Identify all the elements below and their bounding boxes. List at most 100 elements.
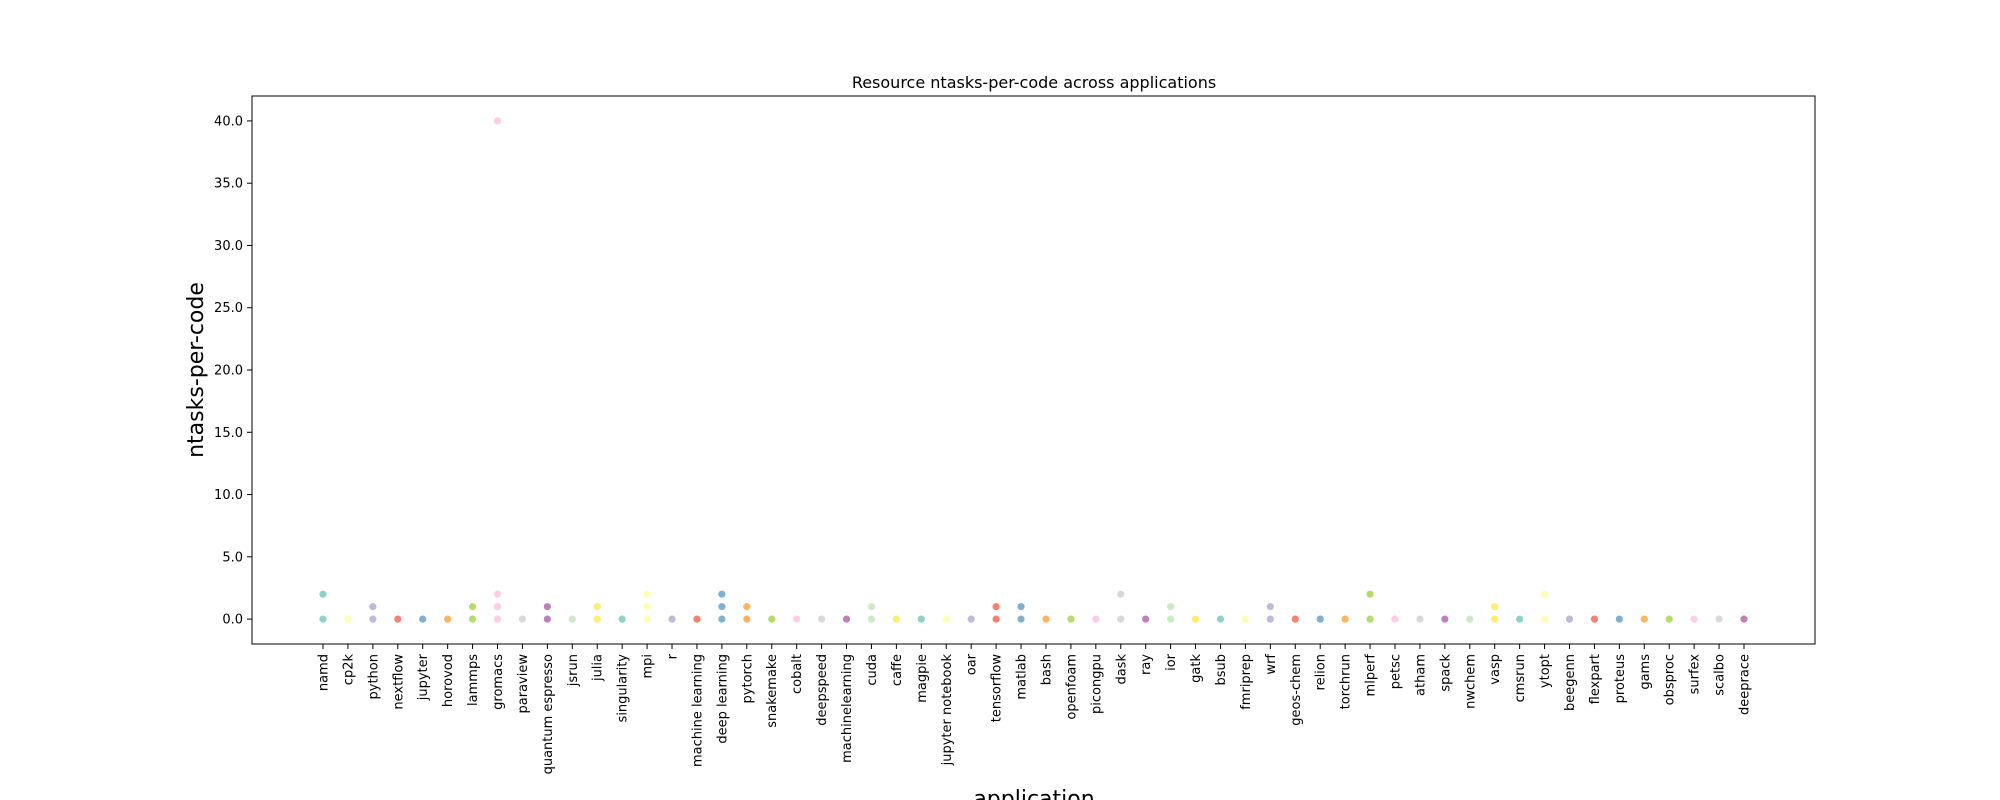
x-tick-label: machine learning (690, 654, 705, 767)
data-point (394, 615, 402, 623)
x-tick-label: deep learning (715, 654, 730, 744)
data-point (793, 615, 801, 623)
x-tick-label: flexpart (1588, 654, 1603, 704)
x-tick-label: matlab (1015, 654, 1030, 700)
x-tick-label: deepspeed (815, 654, 830, 726)
x-tick-label: torchrun (1339, 654, 1354, 709)
x-tick-label: openfoam (1064, 654, 1079, 720)
data-point (643, 603, 651, 611)
data-point (1266, 603, 1274, 611)
y-tick-label: 15.0 (214, 426, 243, 441)
plot-area (251, 95, 1816, 645)
x-tick-label: julia (591, 654, 606, 682)
x-tick-label: oar (965, 653, 980, 675)
x-tick-label: atham (1413, 654, 1428, 696)
x-axis: namd cp2k python nextflow jupyter horovod lamm… (317, 644, 1753, 774)
data-point (1117, 590, 1125, 598)
data-point (942, 615, 950, 623)
data-point (1665, 615, 1673, 623)
x-tick-label: r (666, 653, 681, 659)
x-tick-label: wrf (1264, 654, 1279, 675)
data-point (1316, 615, 1324, 623)
data-point (718, 590, 726, 598)
x-tick-label: surfex (1688, 654, 1703, 695)
y-tick-label: 25.0 (214, 301, 243, 316)
chart-title: Resource ntasks-per-code across applicat… (852, 73, 1216, 92)
x-tick-label: magpie (915, 654, 930, 703)
x-tick-label: pytorch (740, 654, 755, 703)
x-tick-label: horovod (441, 654, 456, 707)
data-point (1167, 615, 1175, 623)
data-point (1167, 603, 1175, 611)
data-point (643, 615, 651, 623)
x-tick-label: gatk (1189, 654, 1204, 683)
data-point (842, 615, 851, 623)
data-point (1042, 615, 1050, 623)
data-point (1466, 615, 1474, 623)
data-point (518, 615, 527, 623)
data-point (1366, 615, 1374, 623)
x-tick-label: gams (1638, 654, 1653, 690)
data-point (444, 615, 452, 623)
x-tick-label: machinelearning (840, 654, 855, 763)
data-point (1291, 615, 1299, 623)
x-tick-label: gromacs (491, 654, 506, 710)
data-point (693, 615, 701, 623)
x-tick-label: beegenn (1563, 654, 1578, 711)
y-tick-label: 30.0 (214, 239, 243, 254)
data-point (1565, 615, 1574, 623)
x-tick-label: caffe (890, 654, 905, 686)
x-tick-label: bash (1039, 654, 1054, 685)
data-point (718, 603, 726, 611)
x-tick-label: ray (1139, 654, 1154, 675)
data-point (668, 615, 676, 623)
x-tick-label: relion (1314, 654, 1329, 690)
data-point (743, 603, 751, 611)
x-tick-label: jupyter notebook (940, 654, 955, 767)
y-tick-label: 40.0 (214, 114, 243, 129)
data-point (369, 603, 377, 611)
data-point (419, 615, 427, 623)
data-point (1640, 615, 1648, 623)
data-point (1715, 615, 1723, 623)
x-tick-label: mpi (641, 654, 656, 679)
data-point (892, 615, 900, 623)
data-point (1690, 615, 1698, 623)
data-point (1416, 615, 1424, 623)
x-tick-label: paraview (516, 654, 531, 714)
data-point (1017, 603, 1025, 611)
x-tick-label: spack (1438, 654, 1453, 692)
x-tick-label: cobalt (790, 654, 805, 694)
data-point (618, 615, 626, 623)
data-point (718, 615, 726, 623)
y-tick-label: 35.0 (214, 177, 243, 192)
x-tick-label: bsub (1214, 654, 1229, 686)
data-point (1241, 615, 1250, 623)
data-point (1191, 615, 1200, 623)
data-point (1092, 615, 1100, 623)
data-point (992, 615, 1000, 623)
x-tick-label: deeprace (1738, 654, 1753, 715)
data-point (493, 117, 502, 125)
data-point (1067, 615, 1075, 623)
data-point (344, 615, 352, 623)
data-point (493, 590, 502, 598)
data-point (369, 615, 377, 623)
data-point (1516, 615, 1524, 623)
data-point (1266, 615, 1274, 623)
data-point (1366, 590, 1374, 598)
y-tick-label: 5.0 (222, 550, 243, 565)
x-tick-label: jupyter (416, 653, 431, 701)
x-tick-label: nwchem (1463, 654, 1478, 709)
data-point (867, 603, 876, 611)
x-tick-label: cmsrun (1513, 654, 1528, 702)
x-tick-label: lammps (466, 654, 481, 706)
x-tick-label: geos-chem (1289, 654, 1304, 726)
x-tick-label: petsc (1388, 654, 1403, 689)
data-point (917, 615, 925, 623)
data-point (1441, 615, 1449, 623)
y-tick-label: 0.0 (222, 613, 243, 628)
x-tick-label: picongpu (1089, 654, 1104, 714)
x-tick-label: singularity (616, 654, 631, 723)
